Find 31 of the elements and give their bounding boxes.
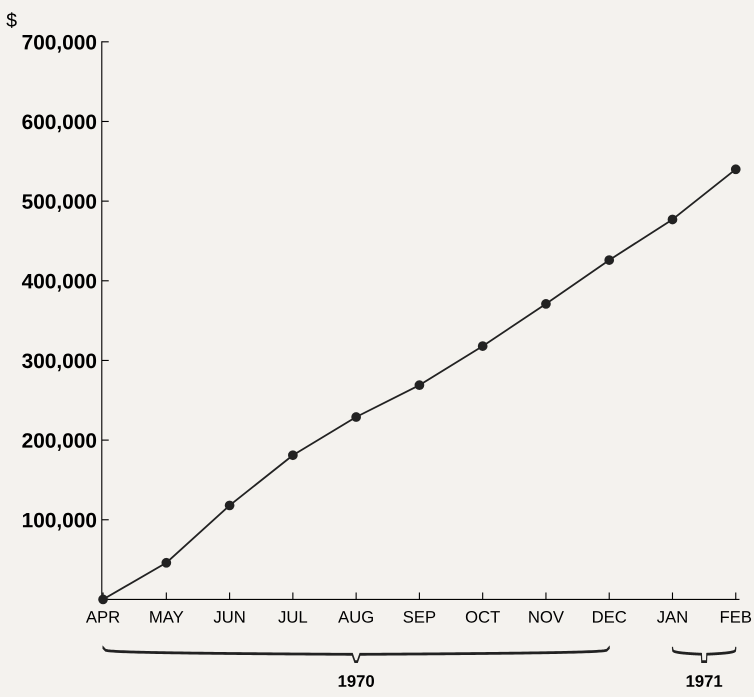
point: [478, 341, 488, 351]
y-tick-label: 700,000: [22, 34, 96, 53]
x-tick-label: NOV: [529, 610, 564, 623]
point: [541, 299, 551, 309]
point: [730, 164, 741, 174]
y-tick-label: 200,000: [22, 433, 96, 451]
text: 1970: [338, 675, 374, 687]
x-tick-label: FEB: [720, 611, 752, 623]
y-axis-title: $: [6, 12, 17, 28]
point: [604, 255, 614, 265]
point: [161, 558, 172, 568]
point: [414, 380, 424, 390]
point: [351, 412, 361, 422]
x-tick-label: DEC: [592, 610, 626, 623]
point: [288, 450, 298, 460]
x-tick-label: APR: [86, 611, 120, 623]
y-tick-label: 600,000: [22, 114, 96, 132]
y-tick-label: 400,000: [22, 274, 96, 292]
y-tick-label: 500,000: [22, 194, 96, 212]
text: 1971: [686, 675, 722, 687]
y-tick-label: 100,000: [22, 512, 96, 531]
point: [668, 214, 678, 224]
y-tick-label: 300,000: [22, 353, 96, 372]
x-tick-label: JAN: [657, 611, 687, 623]
x-tick-label: OCT: [466, 610, 500, 623]
x-tick-label: MAY: [150, 611, 184, 623]
x-tick-label: SEP: [403, 610, 436, 623]
x-tick-label: JUL: [278, 611, 308, 623]
x-tick-label: JUN: [214, 611, 244, 623]
point: [224, 500, 234, 510]
x-tick-label: AUG: [338, 610, 373, 623]
